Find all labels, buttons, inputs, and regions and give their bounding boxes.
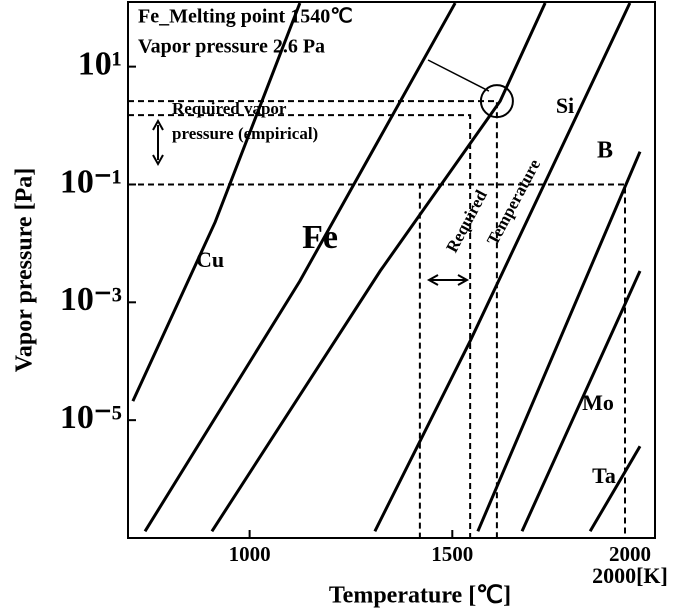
x-tick-label: 2000 <box>609 542 651 566</box>
annotation: Vapor pressure 2.6 Pa <box>138 36 325 58</box>
plot-area <box>128 2 642 538</box>
series-label: Fe <box>302 219 338 256</box>
guide-line <box>128 114 472 538</box>
x-tick-label: 1500 <box>431 542 473 566</box>
guide-line <box>128 100 498 538</box>
series-line <box>143 2 457 533</box>
series-label: Mo <box>582 390 614 415</box>
series-line <box>210 2 547 533</box>
y-tick-label: 10¹ <box>78 45 122 82</box>
annotation: pressure (empirical) <box>172 124 318 143</box>
series-label: Cu <box>196 247 224 272</box>
series-line <box>520 270 642 532</box>
annotation: Required vapor <box>172 99 287 118</box>
y-tick-label: 10⁻¹ <box>60 163 122 200</box>
leader-line <box>427 59 490 92</box>
series-line <box>131 2 302 402</box>
arrow <box>152 118 164 167</box>
plot-frame <box>127 1 656 539</box>
x-tick-label: 1000 <box>229 542 271 566</box>
series-label: Ta <box>592 463 616 488</box>
y-tick-label: 10⁻⁵ <box>60 399 122 436</box>
annotation: Fe_Melting point 1540℃ <box>138 6 353 28</box>
melting-point-marker <box>479 84 514 119</box>
series-label: Si <box>556 93 574 118</box>
arrow <box>426 274 470 286</box>
series-line <box>476 151 642 532</box>
guide-line <box>128 183 421 538</box>
guide-line <box>128 183 627 538</box>
series-label: B <box>597 138 613 164</box>
x-axis-label: Temperature [℃] <box>329 583 511 609</box>
series-line <box>588 445 642 533</box>
series-line <box>373 2 632 532</box>
annotation: Required <box>442 186 491 255</box>
y-tick-label: 10⁻³ <box>60 281 122 318</box>
y-axis-label: Vapor pressure [Pa] <box>12 168 38 372</box>
x-axis-label-2: 2000[K] <box>592 563 668 588</box>
